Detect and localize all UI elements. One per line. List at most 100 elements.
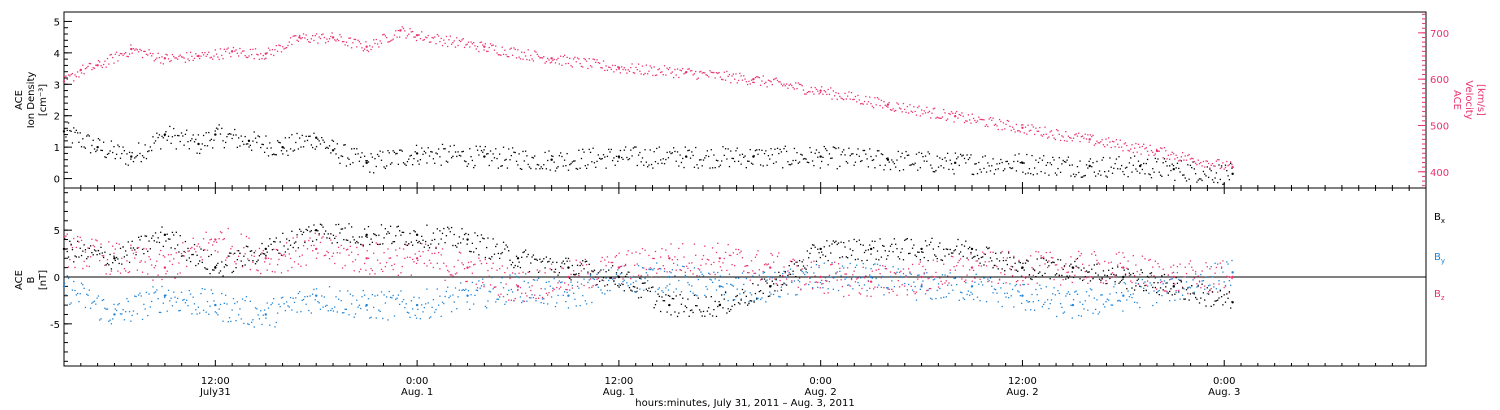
dot-ion-density xyxy=(1128,162,1131,164)
dot-bz xyxy=(1196,283,1198,285)
dot-ion-density xyxy=(265,135,267,137)
dot-bx xyxy=(1036,258,1038,260)
dot-velocity xyxy=(687,68,689,70)
dot-velocity xyxy=(1056,128,1058,131)
dot-ion-density xyxy=(627,159,629,161)
dot-bz xyxy=(771,254,773,256)
dot-by xyxy=(127,300,129,303)
dot-bx xyxy=(876,250,879,252)
dot-ion-density xyxy=(691,151,693,153)
dot-ion-density xyxy=(1022,171,1024,173)
dot-by xyxy=(843,267,845,269)
dot-ion-density xyxy=(872,159,875,161)
dot-velocity xyxy=(1126,144,1128,147)
dot-velocity xyxy=(421,31,423,33)
dot-by xyxy=(1004,292,1006,295)
dot-velocity xyxy=(1005,123,1007,126)
dot-bz xyxy=(236,250,238,252)
dot-bz xyxy=(631,252,633,254)
dot-ion-density xyxy=(1127,175,1129,178)
dot-bx xyxy=(548,260,550,263)
dot-bx xyxy=(592,271,594,273)
dot-velocity xyxy=(980,118,983,121)
dot-velocity xyxy=(676,68,679,70)
dot-velocity xyxy=(810,86,812,89)
dot-bx xyxy=(1224,301,1227,303)
dot-velocity xyxy=(232,46,235,49)
dot-bx xyxy=(457,242,459,245)
dot-ion-density xyxy=(515,160,518,162)
dot-by xyxy=(1170,278,1172,280)
dot-velocity xyxy=(197,55,200,57)
dot-ion-density xyxy=(1161,175,1163,178)
dot-bz xyxy=(601,256,603,259)
dot-bz xyxy=(711,247,714,249)
dot-bx xyxy=(969,246,971,248)
dot-velocity xyxy=(1140,153,1142,155)
dot-bz xyxy=(859,293,862,295)
dot-by xyxy=(218,308,220,310)
dot-by xyxy=(939,287,941,290)
dot-bx xyxy=(126,254,128,256)
dot-ion-density xyxy=(1007,163,1010,165)
point-by xyxy=(415,303,419,307)
dot-bx xyxy=(69,240,71,243)
dot-by xyxy=(436,288,438,290)
dot-velocity xyxy=(922,113,924,115)
dot-bz xyxy=(715,251,718,254)
dot-bx xyxy=(1126,288,1128,290)
dot-bx xyxy=(695,304,697,307)
dot-bx xyxy=(248,259,250,262)
dot-by xyxy=(406,311,409,313)
dot-ion-density xyxy=(152,136,154,138)
dot-velocity xyxy=(310,38,313,40)
dot-bz xyxy=(162,254,164,257)
dot-bx xyxy=(287,248,289,250)
point-bz xyxy=(819,275,822,279)
dot-by xyxy=(286,301,288,303)
dot-bx xyxy=(945,248,947,250)
dot-bz xyxy=(878,268,880,271)
dot-bz xyxy=(1220,266,1223,268)
dot-by xyxy=(672,291,675,293)
dot-velocity xyxy=(466,43,468,45)
dot-bz xyxy=(362,245,364,248)
dot-bz xyxy=(1135,264,1137,266)
dot-velocity xyxy=(453,40,455,42)
dot-ion-density xyxy=(121,152,123,155)
dot-ion-density xyxy=(891,159,893,161)
dot-by xyxy=(1005,296,1007,298)
dot-velocity xyxy=(589,64,592,67)
dot-velocity xyxy=(1061,135,1063,137)
dot-velocity xyxy=(179,54,181,56)
dot-by xyxy=(1153,290,1155,292)
dot-by xyxy=(143,303,145,305)
dot-bx xyxy=(399,230,401,232)
dot-velocity xyxy=(409,28,411,30)
dot-bz xyxy=(632,275,635,278)
dot-ion-density xyxy=(469,148,471,150)
dot-bz xyxy=(1120,266,1123,269)
dot-by xyxy=(375,317,377,319)
dot-bz xyxy=(985,265,988,267)
dot-bz xyxy=(582,264,584,267)
dot-bz xyxy=(746,264,749,267)
dot-bz xyxy=(321,237,323,239)
dot-ion-density xyxy=(657,162,659,165)
dot-by xyxy=(1084,300,1086,302)
dot-ion-density xyxy=(1082,176,1084,178)
dot-bx xyxy=(689,309,692,312)
dot-bz xyxy=(252,261,254,263)
dot-bx xyxy=(109,253,111,256)
dot-by xyxy=(104,307,106,309)
dot-velocity xyxy=(1069,136,1071,139)
dot-by xyxy=(670,272,672,274)
dot-ion-density xyxy=(839,165,841,168)
point-bz xyxy=(970,266,974,269)
dot-by xyxy=(274,326,276,328)
dot-by xyxy=(91,302,93,304)
dot-bx xyxy=(1085,270,1088,272)
dot-by xyxy=(460,282,462,284)
dot-bx xyxy=(1080,269,1083,271)
x-axis-title: hours:minutes, July 31, 2011 – Aug. 3, 2… xyxy=(635,398,854,409)
